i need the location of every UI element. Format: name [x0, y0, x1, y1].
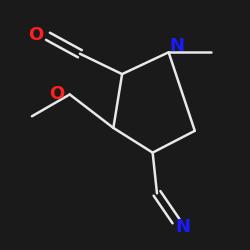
Text: N: N [176, 218, 191, 236]
Text: O: O [28, 26, 43, 44]
Text: O: O [49, 86, 64, 103]
Text: N: N [170, 38, 185, 56]
